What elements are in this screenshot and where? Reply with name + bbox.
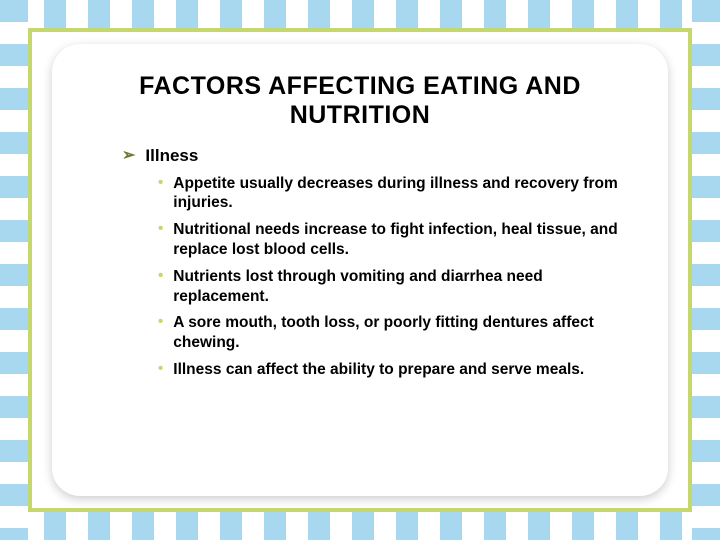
slide-frame: FACTORS AFFECTING EATING AND NUTRITION ➢… xyxy=(0,0,720,540)
list-item-text: Nutrients lost through vomiting and diar… xyxy=(173,267,620,307)
border-stripe-left xyxy=(0,0,28,540)
section-heading-row: ➢ Illness xyxy=(122,146,620,166)
list-item-text: A sore mouth, tooth loss, or poorly fitt… xyxy=(173,313,620,353)
list-item: • Appetite usually decreases during illn… xyxy=(158,174,620,214)
dot-bullet-icon: • xyxy=(158,267,163,286)
list-item: • A sore mouth, tooth loss, or poorly fi… xyxy=(158,313,620,353)
sub-bullet-list: • Appetite usually decreases during illn… xyxy=(158,174,620,380)
border-stripe-bottom xyxy=(0,512,720,540)
content-card: FACTORS AFFECTING EATING AND NUTRITION ➢… xyxy=(52,44,668,496)
list-item-text: Nutritional needs increase to fight infe… xyxy=(173,220,620,260)
dot-bullet-icon: • xyxy=(158,174,163,193)
dot-bullet-icon: • xyxy=(158,313,163,332)
list-item: • Illness can affect the ability to prep… xyxy=(158,360,620,380)
dot-bullet-icon: • xyxy=(158,360,163,379)
slide-title: FACTORS AFFECTING EATING AND NUTRITION xyxy=(100,72,620,130)
section-heading: Illness xyxy=(145,146,198,166)
list-item-text: Illness can affect the ability to prepar… xyxy=(173,360,584,380)
arrow-bullet-icon: ➢ xyxy=(122,146,135,165)
list-item: • Nutrients lost through vomiting and di… xyxy=(158,267,620,307)
list-item: • Nutritional needs increase to fight in… xyxy=(158,220,620,260)
border-stripe-right xyxy=(692,0,720,540)
border-stripe-top xyxy=(0,0,720,28)
list-item-text: Appetite usually decreases during illnes… xyxy=(173,174,620,214)
dot-bullet-icon: • xyxy=(158,220,163,239)
